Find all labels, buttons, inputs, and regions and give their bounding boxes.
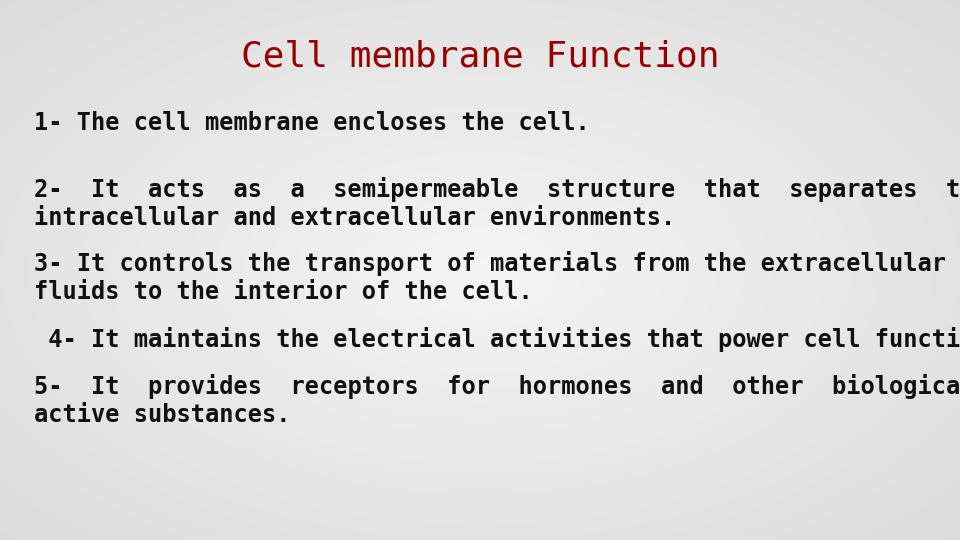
Text: Cell membrane Function: Cell membrane Function — [241, 40, 719, 73]
Text: 2-  It  acts  as  a  semipermeable  structure  that  separates  the: 2- It acts as a semipermeable structure … — [34, 177, 960, 202]
Text: fluids to the interior of the cell.: fluids to the interior of the cell. — [34, 280, 533, 304]
Text: intracellular and extracellular environments.: intracellular and extracellular environm… — [34, 206, 675, 230]
Text: 5-  It  provides  receptors  for  hormones  and  other  biologically: 5- It provides receptors for hormones an… — [34, 374, 960, 399]
Text: active substances.: active substances. — [34, 403, 290, 427]
Text: 3- It controls the transport of materials from the extracellular: 3- It controls the transport of material… — [34, 251, 946, 276]
Text: 4- It maintains the electrical activities that power cell function.: 4- It maintains the electrical activitie… — [34, 327, 960, 352]
Text: 1- The cell membrane encloses the cell.: 1- The cell membrane encloses the cell. — [34, 111, 589, 134]
